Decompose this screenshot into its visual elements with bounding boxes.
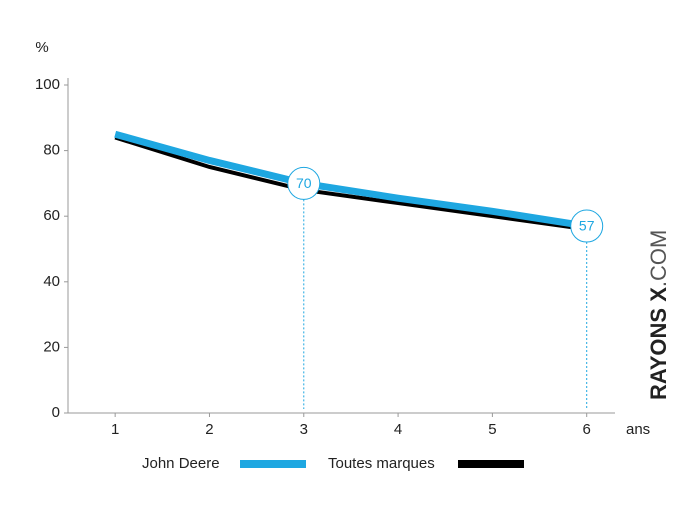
y-tick-label: 100 bbox=[35, 76, 60, 93]
x-axis-label: ans bbox=[626, 421, 650, 438]
annotation-circle bbox=[287, 166, 321, 200]
y-tick-label: 60 bbox=[43, 207, 60, 224]
y-tick-label: 20 bbox=[43, 338, 60, 355]
legend-label: John Deere bbox=[142, 455, 220, 472]
x-tick-label: 4 bbox=[394, 421, 402, 438]
legend-label: Toutes marques bbox=[328, 455, 435, 472]
x-tick-label: 5 bbox=[488, 421, 496, 438]
annotation-label: 70 bbox=[296, 175, 312, 191]
y-axis-label: % bbox=[35, 39, 48, 56]
watermark-bold: RAYONS X bbox=[646, 287, 671, 400]
y-tick-label: 40 bbox=[43, 273, 60, 290]
x-tick-label: 2 bbox=[205, 421, 213, 438]
watermark: RAYONS X.COM bbox=[646, 230, 671, 400]
y-tick-label: 80 bbox=[43, 142, 60, 159]
y-tick-label: 0 bbox=[52, 404, 60, 421]
annotation-circle bbox=[570, 209, 604, 243]
watermark-light: .COM bbox=[646, 230, 671, 287]
x-tick-label: 1 bbox=[111, 421, 119, 438]
annotation-label: 57 bbox=[579, 218, 595, 234]
x-tick-label: 6 bbox=[583, 421, 591, 438]
series-line bbox=[114, 130, 588, 230]
series-line bbox=[114, 135, 587, 232]
x-tick-label: 3 bbox=[300, 421, 308, 438]
legend-swatch bbox=[458, 460, 524, 468]
legend-swatch bbox=[240, 460, 306, 468]
